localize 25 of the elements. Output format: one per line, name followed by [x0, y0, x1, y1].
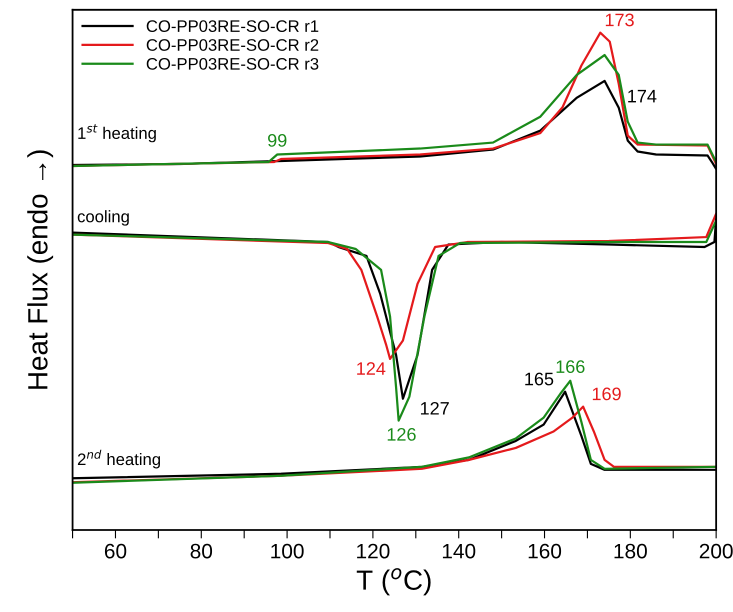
- y-axis-title: Heat Flux (endo →): [27, 150, 54, 389]
- annotation: 169: [592, 388, 621, 400]
- annotation: 124: [357, 362, 386, 375]
- x-tick-label: 100: [271, 544, 304, 558]
- legend-label: CO-PP03RE-SO-CR r1: [146, 20, 318, 32]
- annotation: 173: [606, 14, 634, 26]
- annotation: 1$^{st}$ heating: [78, 124, 156, 142]
- annotation: 165: [525, 372, 554, 386]
- annotation: 166: [556, 360, 585, 374]
- x-tick-label: 80: [190, 544, 212, 558]
- annotation: 174: [628, 90, 656, 102]
- x-axis-title: T ($^{o}$C): [356, 568, 431, 596]
- x-tick-label: 160: [528, 544, 562, 558]
- x-tick-label: 180: [614, 544, 647, 558]
- x-tick-label: 140: [442, 544, 476, 558]
- annotation: 126: [388, 428, 416, 441]
- legend-label: CO-PP03RE-SO-CR r2: [146, 39, 318, 51]
- x-tick-label: 60: [104, 544, 126, 558]
- annotation: 99: [268, 134, 286, 147]
- x-tick-label: 200: [700, 544, 733, 558]
- annotation: cooling: [78, 210, 129, 226]
- legend-label: CO-PP03RE-SO-CR r3: [146, 58, 318, 70]
- annotation: 2$^{nd}$ heating: [78, 450, 160, 468]
- x-tick-label: 120: [357, 544, 390, 558]
- annotation: 127: [420, 402, 449, 415]
